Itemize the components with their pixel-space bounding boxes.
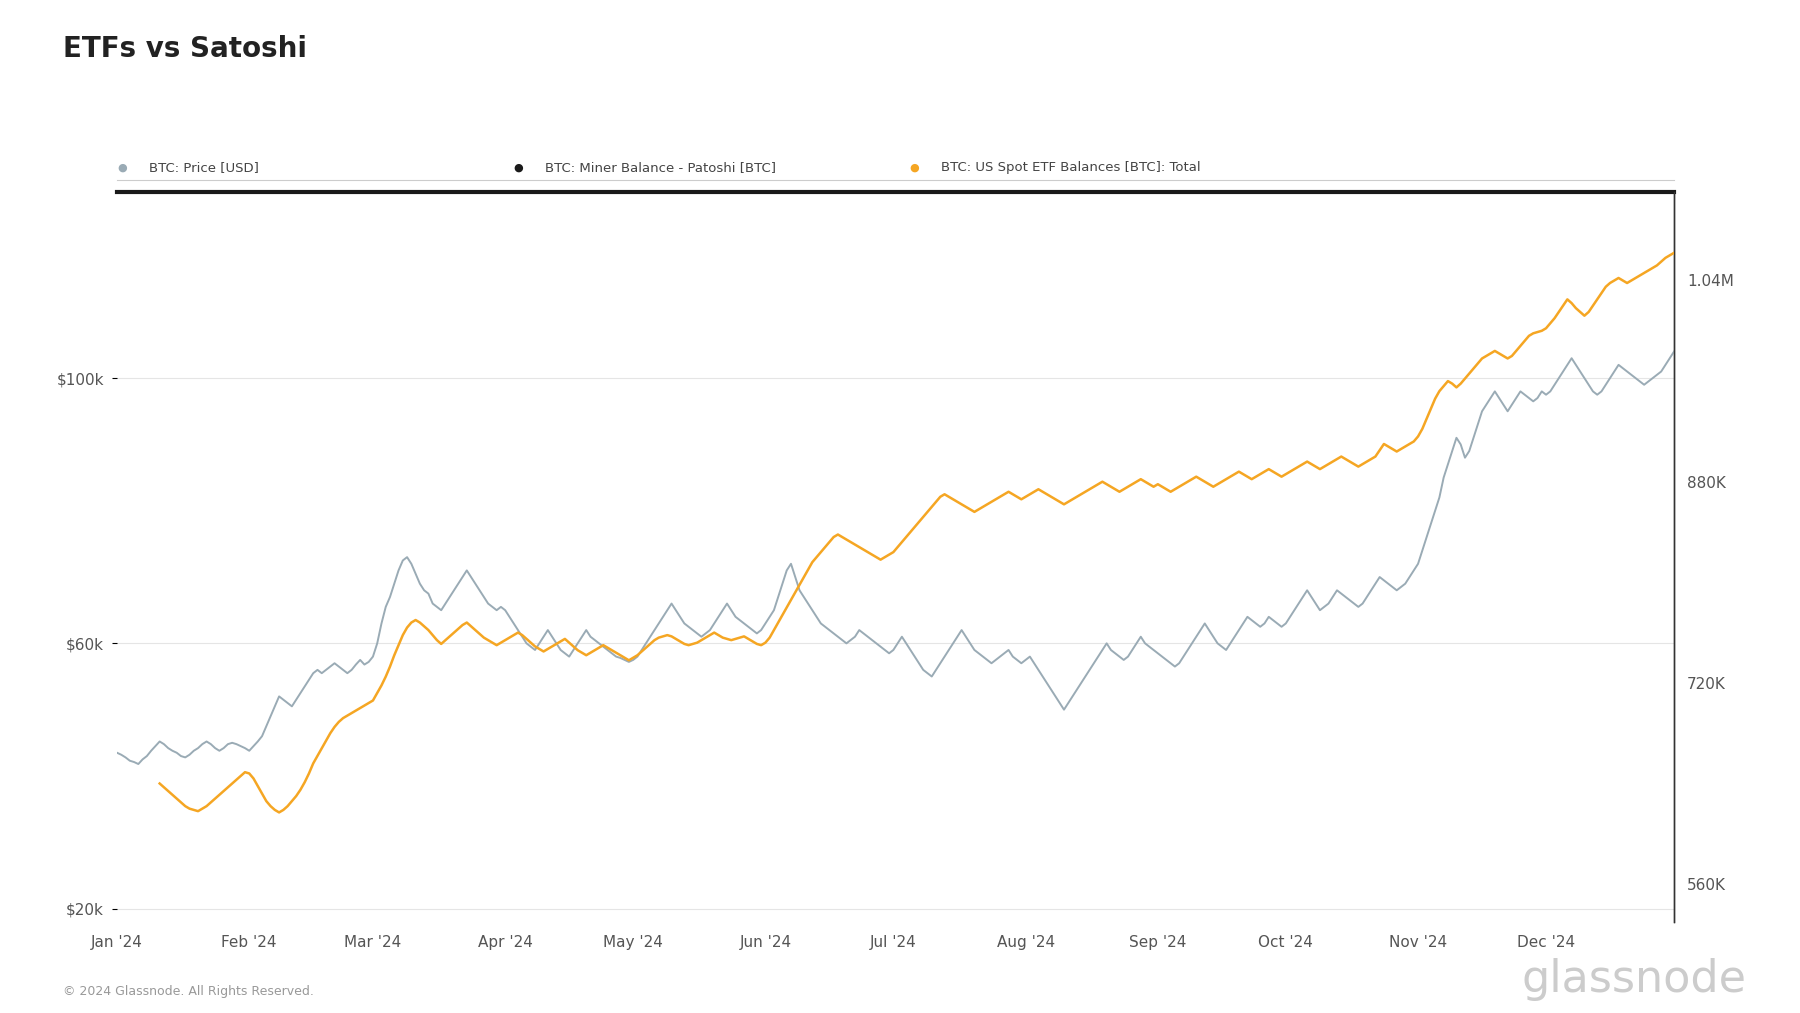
Text: BTC: Miner Balance - Patoshi [BTC]: BTC: Miner Balance - Patoshi [BTC] [545, 161, 776, 173]
Text: glassnode: glassnode [1521, 958, 1746, 1001]
Text: BTC: US Spot ETF Balances [BTC]: Total: BTC: US Spot ETF Balances [BTC]: Total [941, 161, 1201, 173]
Text: ●: ● [117, 162, 126, 172]
Text: ●: ● [513, 162, 522, 172]
Text: ●: ● [909, 162, 918, 172]
Text: BTC: Price [USD]: BTC: Price [USD] [149, 161, 259, 173]
Text: ETFs vs Satoshi: ETFs vs Satoshi [63, 35, 308, 64]
Text: © 2024 Glassnode. All Rights Reserved.: © 2024 Glassnode. All Rights Reserved. [63, 985, 313, 998]
